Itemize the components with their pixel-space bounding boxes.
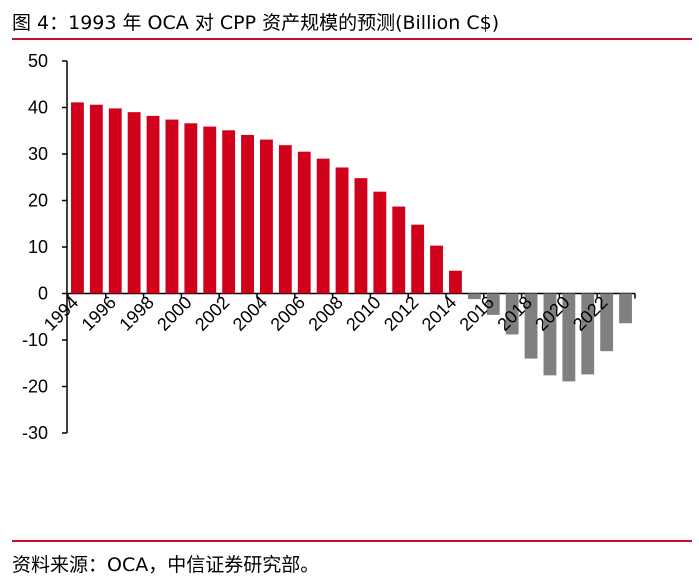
bar [165, 119, 179, 294]
top-divider [12, 38, 692, 40]
x-axis [67, 292, 636, 299]
y-tick-label: 10 [28, 237, 48, 257]
y-axis: 50 40 30 20 10 0 -10 -20 -30 [22, 51, 68, 443]
bar [619, 293, 632, 324]
x-tick-label: 1998 [115, 292, 157, 334]
bar [467, 293, 481, 300]
x-tick-label: 2012 [380, 292, 422, 334]
bar [430, 245, 443, 294]
bar [373, 191, 387, 294]
y-tick-label: -30 [22, 423, 48, 443]
bars [71, 102, 632, 382]
x-tick-label: 2004 [229, 292, 271, 334]
x-tick-label: 2008 [304, 292, 346, 334]
bar [486, 293, 500, 315]
x-tick-label: 2000 [153, 292, 195, 334]
bar [89, 104, 103, 294]
bar [449, 270, 462, 294]
y-tick-label: 0 [38, 284, 48, 304]
bar [392, 206, 406, 294]
bottom-divider [12, 540, 692, 542]
y-tick-label: 20 [28, 191, 48, 211]
bar [335, 167, 349, 294]
bar [108, 108, 122, 294]
y-tick-label: -20 [22, 377, 48, 397]
bar [260, 139, 273, 294]
x-tick-label: 2002 [191, 292, 233, 334]
y-tick-label: 50 [28, 51, 48, 71]
x-tick-label: 2006 [267, 292, 309, 334]
bar [222, 130, 236, 294]
figure-title: 图 4：1993 年 OCA 对 CPP 资产规模的预测(Billion C$) [12, 12, 500, 34]
y-tick-label: 40 [28, 98, 48, 118]
bar [184, 123, 198, 294]
bar [581, 293, 595, 375]
bar [71, 102, 84, 294]
bar [600, 293, 614, 352]
x-tick-label: 1996 [78, 292, 120, 334]
bar [354, 178, 368, 294]
bar [146, 115, 160, 294]
bar [543, 293, 557, 376]
bar [411, 224, 425, 294]
bar [203, 126, 217, 294]
x-tick-label: 2010 [342, 292, 384, 334]
bar [241, 134, 254, 294]
bar [505, 293, 519, 335]
bar [316, 158, 330, 294]
y-tick-label: 30 [28, 144, 48, 164]
x-tick-label: 2014 [418, 292, 460, 334]
source-note: 资料来源：OCA，中信证券研究部。 [12, 554, 320, 576]
bar [127, 112, 141, 294]
bar [297, 151, 311, 294]
bar [278, 145, 292, 294]
bar [524, 293, 538, 359]
y-tick-label: -10 [22, 330, 48, 350]
bar [562, 293, 576, 382]
